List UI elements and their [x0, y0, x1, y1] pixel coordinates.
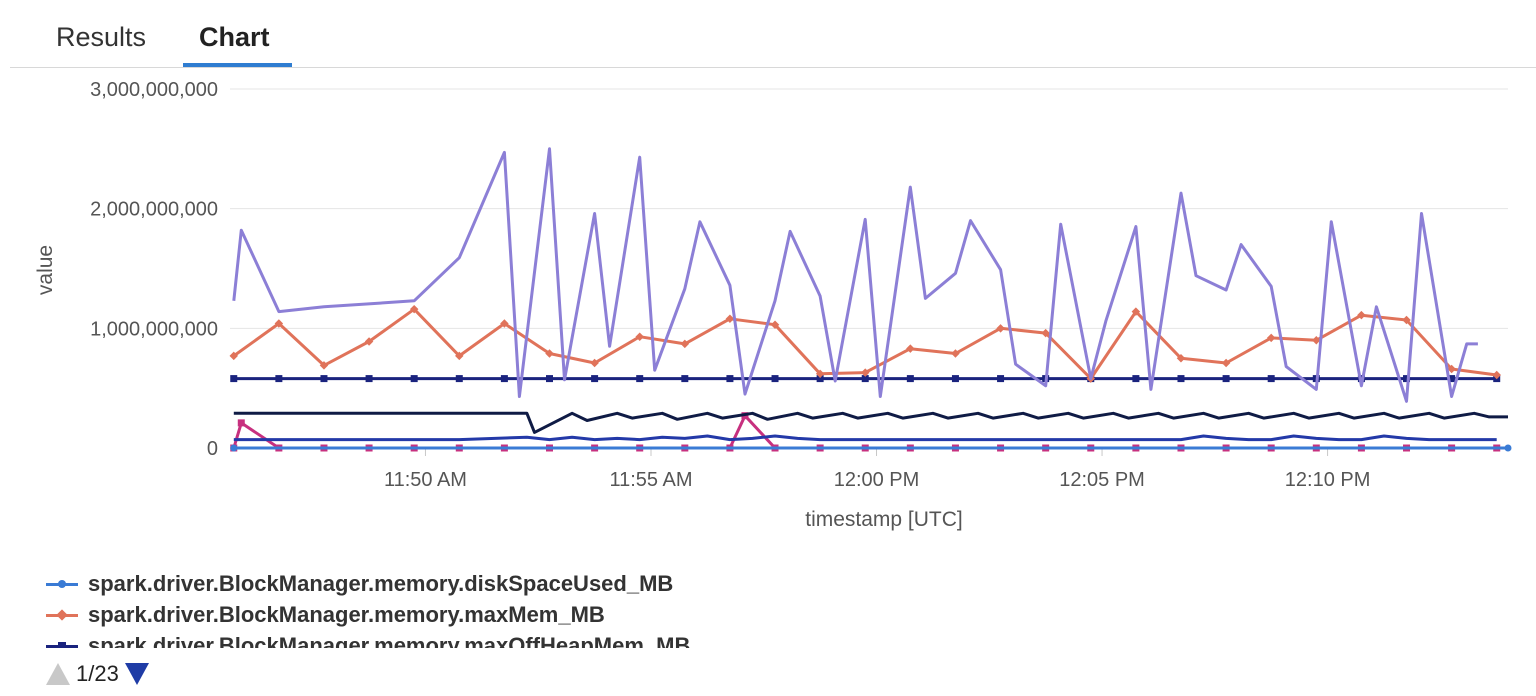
- data-point: [860, 368, 870, 377]
- series-line-1: [232, 307, 1497, 381]
- active-tab-indicator: [183, 63, 292, 67]
- tab-bar: Results Chart: [0, 0, 1536, 68]
- page-down-icon[interactable]: [124, 663, 149, 685]
- data-point: [230, 444, 238, 452]
- y-axis-label: value: [34, 245, 57, 295]
- data-point: [455, 351, 464, 361]
- data-point: [364, 337, 374, 346]
- legend-pager: 1/23: [46, 660, 149, 688]
- data-point: [680, 339, 690, 349]
- data-point: [500, 319, 509, 328]
- legend-item[interactable]: spark.driver.BlockManager.memory.maxOffH…: [46, 630, 946, 648]
- y-tick-label: 1,000,000,000: [90, 318, 218, 340]
- x-tick-label: 11:50 AM: [384, 469, 467, 491]
- data-point: [1132, 375, 1140, 383]
- data-point: [815, 369, 825, 379]
- tab-chart[interactable]: Chart: [199, 22, 270, 52]
- data-point: [591, 375, 599, 383]
- chart-series: [229, 147, 1512, 452]
- series-line-4: [233, 411, 1508, 434]
- y-axis-ticks: 0 1,000,000,000 2,000,000,000 3,000,000,000: [90, 79, 218, 460]
- chart-legend: spark.driver.BlockManager.memory.diskSpa…: [46, 568, 946, 648]
- x-axis-ticks: 11:50 AM 11:55 AM 12:00 PM 12:05 PM 12:10 PM: [384, 448, 1370, 491]
- x-tick-label: 12:10 PM: [1285, 469, 1371, 491]
- data-point: [951, 349, 960, 358]
- data-point: [1041, 328, 1050, 338]
- x-tick-label: 12:00 PM: [834, 469, 920, 491]
- page-indicator: 1/23: [76, 661, 119, 686]
- data-point: [906, 344, 915, 353]
- data-point: [1492, 370, 1501, 380]
- data-point: [1221, 358, 1231, 368]
- data-point: [636, 375, 644, 383]
- data-point: [906, 375, 914, 383]
- data-point: [997, 375, 1005, 383]
- data-point: [1448, 375, 1456, 383]
- legend-label: spark.driver.BlockManager.memory.diskSpa…: [88, 570, 674, 596]
- data-point: [1266, 333, 1276, 343]
- line-chart[interactable]: 0 1,000,000,000 2,000,000,000 3,000,000,000…: [0, 70, 1536, 540]
- data-point: [1402, 315, 1411, 325]
- data-point: [590, 358, 599, 368]
- data-point: [319, 361, 329, 370]
- x-tick-label: 12:05 PM: [1059, 469, 1145, 491]
- data-point: [275, 375, 283, 383]
- data-point: [1312, 336, 1321, 345]
- data-point: [229, 351, 239, 361]
- data-point: [545, 349, 554, 358]
- data-point: [237, 419, 245, 427]
- data-point: [274, 319, 284, 328]
- legend-swatch-diamond-icon: [46, 608, 78, 622]
- data-point: [546, 375, 553, 383]
- data-point: [771, 375, 779, 383]
- tabs-divider: [10, 67, 1536, 68]
- y-tick-label: 3,000,000,000: [90, 79, 218, 101]
- legend-label: spark.driver.BlockManager.memory.maxOffH…: [88, 632, 691, 649]
- legend-swatch-circle-icon: [46, 577, 78, 591]
- data-point: [1177, 375, 1185, 383]
- data-point: [1267, 375, 1275, 383]
- data-point: [681, 375, 689, 383]
- series-line-5: [233, 434, 1497, 442]
- data-point: [816, 375, 824, 383]
- y-tick-label: 0: [207, 438, 218, 460]
- legend-item[interactable]: spark.driver.BlockManager.memory.maxMem_…: [46, 599, 946, 630]
- legend-label: spark.driver.BlockManager.memory.maxMem_…: [88, 601, 605, 627]
- x-axis-label: timestamp [UTC]: [805, 508, 963, 531]
- data-point: [1176, 354, 1186, 363]
- data-point: [455, 375, 463, 383]
- data-point: [1447, 364, 1456, 374]
- data-point: [861, 375, 869, 383]
- data-point: [1222, 375, 1230, 383]
- series-line-3: [232, 147, 1478, 403]
- series-line-6: [232, 414, 1497, 450]
- data-point: [1403, 375, 1411, 383]
- data-point: [1504, 444, 1512, 452]
- data-point: [410, 375, 418, 383]
- data-point: [409, 304, 419, 314]
- data-point: [320, 375, 328, 383]
- y-tick-label: 2,000,000,000: [90, 199, 218, 221]
- legend-swatch-square-icon: [46, 639, 78, 648]
- data-point: [951, 375, 959, 383]
- data-point: [500, 375, 508, 383]
- data-point: [635, 332, 644, 341]
- legend-item[interactable]: spark.driver.BlockManager.memory.diskSpa…: [46, 568, 946, 599]
- page-up-icon[interactable]: [46, 663, 70, 685]
- data-point: [726, 375, 734, 383]
- data-point: [230, 375, 238, 383]
- tab-results[interactable]: Results: [56, 22, 147, 52]
- x-tick-label: 11:55 AM: [609, 469, 692, 491]
- data-point: [365, 375, 373, 383]
